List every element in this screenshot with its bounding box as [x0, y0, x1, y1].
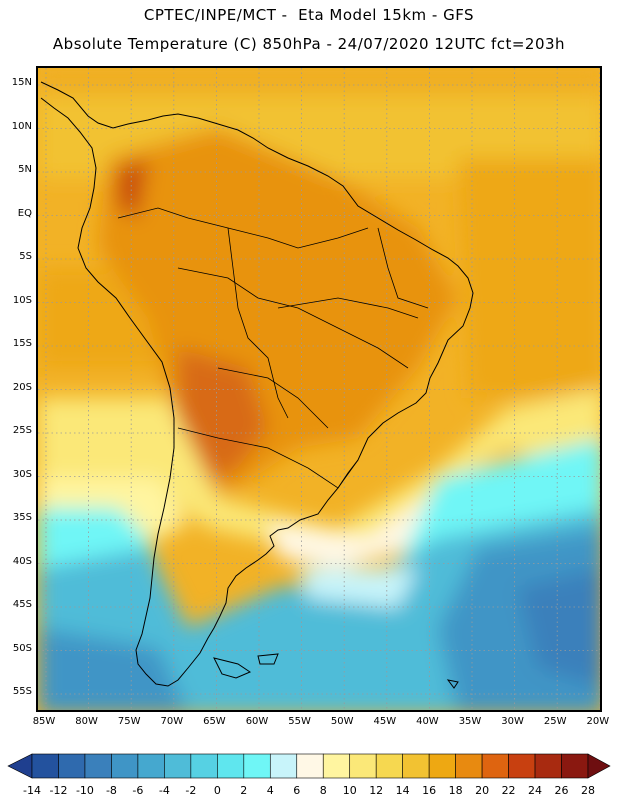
colorbar-tick-label: 18	[448, 784, 463, 797]
colorbar-tick-label: 4	[266, 784, 274, 797]
political-borders	[117, 207, 429, 489]
colorbar	[7, 753, 611, 779]
colorbar-segment	[402, 753, 430, 779]
colorbar-segment	[375, 753, 403, 779]
colorbar-segment	[508, 753, 536, 779]
colorbar-tick-label: 10	[342, 784, 357, 797]
colorbar-segment	[164, 753, 192, 779]
longitude-label: 45W	[373, 716, 397, 727]
longitude-label: 20W	[586, 716, 610, 727]
longitude-label: 30W	[501, 716, 524, 727]
latitude-label: 10N	[11, 120, 32, 132]
temperature-map	[36, 66, 602, 712]
longitude-label: 35W	[458, 716, 482, 727]
colorbar-segment	[111, 753, 139, 779]
latitude-label: 40S	[12, 555, 32, 567]
map-canvas	[38, 68, 600, 710]
colorbar-segment	[137, 753, 165, 779]
colorbar-min-triangle	[7, 753, 33, 779]
colorbar-segment	[455, 753, 483, 779]
colorbar-segment	[31, 753, 59, 779]
colorbar-segment	[190, 753, 218, 779]
colorbar-tick-label: 26	[554, 784, 569, 797]
colorbar-tick-label: -8	[105, 784, 117, 797]
colorbar-tick-label: 24	[528, 784, 543, 797]
colorbar-tick-label: 12	[369, 784, 384, 797]
latitude-label: 5N	[18, 164, 32, 175]
colorbar-tick-label: -2	[185, 784, 197, 797]
longitude-label: 40W	[416, 716, 439, 727]
longitude-label: 50W	[330, 716, 354, 727]
longitude-label: 55W	[288, 716, 311, 727]
colorbar-segment	[534, 753, 562, 779]
longitude-label: 80W	[75, 716, 98, 727]
colorbar-tick-label: 2	[240, 784, 248, 797]
latitude-label: 30S	[12, 468, 32, 480]
colorbar-tick-label: 22	[501, 784, 516, 797]
colorbar-tick-label: 8	[319, 784, 327, 797]
colorbar-segment	[269, 753, 298, 779]
colorbar-segment	[561, 753, 589, 779]
chart-title-line1: CPTEC/INPE/MCT - Eta Model 15km - GFS	[143, 6, 475, 24]
field-band-12	[38, 388, 600, 548]
latitude-label: 50S	[12, 642, 32, 654]
colorbar-segment	[349, 753, 377, 779]
colorbar-tick-label: -6	[132, 784, 144, 797]
longitude-label: 75W	[117, 716, 141, 727]
latitude-label: 55S	[12, 686, 32, 697]
latitude-label: 5S	[19, 251, 32, 262]
coastlines	[40, 81, 474, 689]
longitude-label: 60W	[245, 716, 269, 727]
colorbar-segment	[217, 753, 245, 779]
colorbar-tick-label: 28	[581, 784, 595, 797]
longitude-label: 70W	[160, 716, 184, 727]
colorbar-segment	[481, 753, 509, 779]
latitude-label: 45S	[12, 599, 32, 610]
colorbar-max-triangle	[587, 753, 611, 779]
colorbar-tick-label: 0	[213, 784, 221, 797]
latitude-label: EQ	[17, 207, 32, 219]
colorbar-tick-label: 20	[475, 784, 490, 797]
colorbar-segment	[243, 753, 271, 779]
colorbar-segment	[58, 753, 86, 779]
longitude-label: 85W	[32, 716, 56, 727]
chart-title-line2: Absolute Temperature (C) 850hPa - 24/07/…	[52, 35, 566, 53]
latitude-label: 15S	[12, 338, 32, 349]
colorbar-tick-label: 16	[422, 784, 437, 797]
colorbar-segment	[84, 753, 112, 779]
latitude-label: 20S	[12, 381, 32, 393]
colorbar-tick-label: 14	[395, 784, 410, 797]
colorbar-tick-label: 6	[293, 784, 301, 797]
colorbar-tick-label: -4	[158, 784, 170, 797]
colorbar-tick-label: -12	[49, 784, 68, 797]
latitude-label: 35S	[12, 512, 32, 523]
colorbar-segment	[296, 753, 324, 779]
colorbar-tick-label: -10	[75, 784, 94, 797]
colorbar-segment	[428, 753, 456, 779]
longitude-label: 65W	[203, 716, 226, 727]
latitude-label: 10S	[12, 294, 32, 306]
colorbar-segment	[322, 753, 351, 779]
latitude-label: 15N	[11, 77, 32, 88]
colorbar-tick-label: -14	[23, 784, 41, 797]
longitude-label: 25W	[543, 716, 567, 727]
latitude-label: 25S	[12, 425, 32, 436]
